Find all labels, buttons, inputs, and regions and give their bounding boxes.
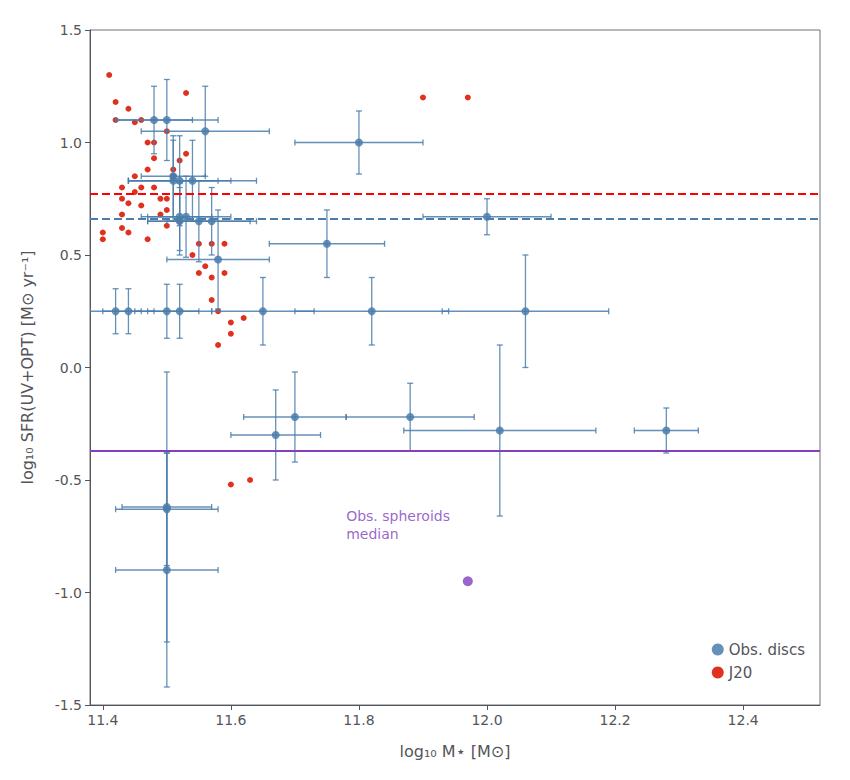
svg-text:0.5: 0.5 <box>60 247 82 263</box>
svg-text:-1.5: -1.5 <box>55 697 82 713</box>
svg-text:12.0: 12.0 <box>471 712 502 728</box>
svg-text:1.5: 1.5 <box>60 22 82 38</box>
svg-text:-0.5: -0.5 <box>55 472 82 488</box>
svg-text:J20: J20 <box>728 664 753 682</box>
svg-text:1.0: 1.0 <box>60 135 82 151</box>
svg-text:0.0: 0.0 <box>60 360 82 376</box>
svg-text:12.2: 12.2 <box>600 712 631 728</box>
svg-text:Obs. spheroids: Obs. spheroids <box>346 508 450 524</box>
svg-text:-1.0: -1.0 <box>55 585 82 601</box>
svg-text:log₁₀ SFR(UV+OPT) [M⊙ yr⁻¹]: log₁₀ SFR(UV+OPT) [M⊙ yr⁻¹] <box>18 250 37 484</box>
svg-text:11.8: 11.8 <box>343 712 374 728</box>
svg-text:12.4: 12.4 <box>728 712 759 728</box>
svg-text:11.6: 11.6 <box>215 712 246 728</box>
svg-text:median: median <box>346 526 398 542</box>
svg-text:11.4: 11.4 <box>87 712 118 728</box>
svg-text:Obs. discs: Obs. discs <box>729 641 805 659</box>
svg-text:log₁₀ M⋆ [M⊙]: log₁₀ M⋆ [M⊙] <box>400 742 511 761</box>
